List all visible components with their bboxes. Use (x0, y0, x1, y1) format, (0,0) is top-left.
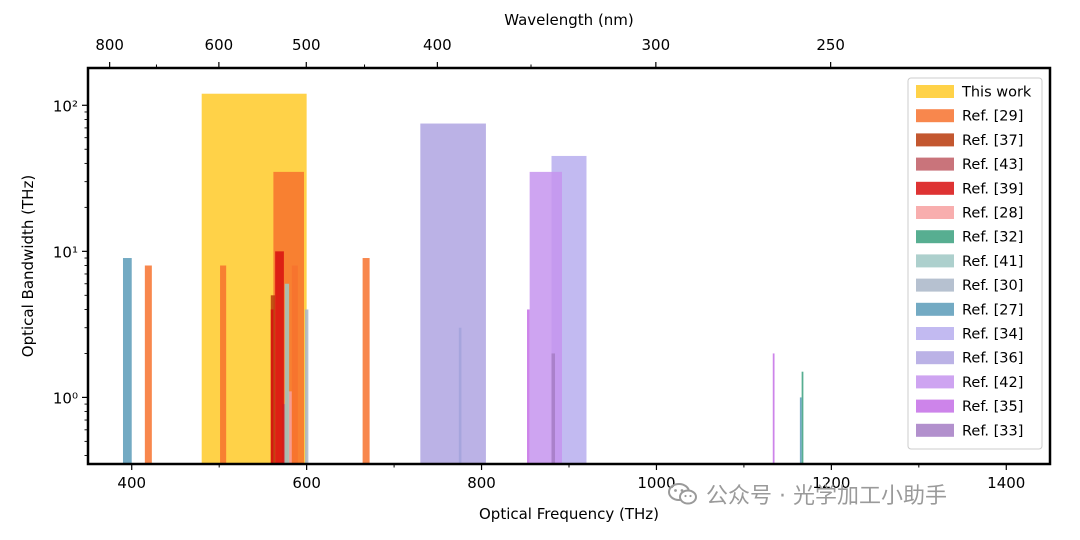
top-tick-label: 300 (642, 36, 671, 54)
bar-ref-29-0 (144, 265, 152, 464)
legend-label: This work (961, 85, 1032, 101)
bar-ref-39-1 (270, 309, 274, 464)
bar-ref-29-1 (220, 265, 227, 464)
legend-label: Ref. [36] (962, 351, 1023, 367)
bar-ref-33-0 (551, 353, 556, 464)
legend-label: Ref. [35] (962, 399, 1023, 415)
legend-swatch (916, 302, 954, 316)
legend-swatch (916, 278, 954, 292)
x-axis-label: Optical Frequency (THz) (479, 505, 659, 523)
legend-label: Ref. [33] (962, 423, 1023, 439)
legend-swatch (916, 351, 954, 365)
y-tick-label: 10² (53, 97, 78, 115)
watermark: 公众号 · 光学加工小助手 (668, 478, 947, 510)
top-tick-label: 800 (95, 36, 124, 54)
legend-label: Ref. [37] (962, 133, 1023, 149)
y-tick-label: 10¹ (53, 243, 78, 261)
legend-label: Ref. [27] (962, 302, 1023, 318)
bar-ref-41-0 (284, 283, 290, 464)
legend-swatch (916, 109, 954, 123)
bar-ref-27-2 (799, 397, 802, 464)
legend-swatch (916, 133, 954, 147)
bar-ref-35-1 (772, 353, 775, 464)
legend-swatch (916, 327, 954, 340)
bar-ref-29-4 (362, 258, 370, 464)
x-tick-label: 1200 (812, 474, 850, 492)
legend-swatch (916, 423, 954, 437)
legend-label: Ref. [42] (962, 375, 1023, 391)
bar-ref-32-0 (801, 371, 804, 464)
legend-label: Ref. [30] (962, 278, 1023, 294)
legend-label: Ref. [39] (962, 181, 1023, 197)
legend-swatch (916, 206, 954, 219)
top-axis-label: Wavelength (nm) (504, 11, 634, 29)
legend-label: Ref. [34] (962, 327, 1023, 343)
bar-ref-36-0 (420, 123, 486, 464)
watermark-text: 公众号 · 光学加工小助手 (706, 484, 947, 509)
x-tick-label: 400 (117, 474, 146, 492)
y-tick-label: 10⁰ (53, 389, 78, 407)
x-tick-label: 1000 (637, 474, 675, 492)
wechat-icon (668, 483, 697, 505)
top-tick-label: 500 (292, 36, 321, 54)
bar-ref-29-3 (291, 265, 298, 464)
bar-ref-28-0 (288, 391, 292, 464)
legend-label: Ref. [28] (962, 206, 1023, 222)
bar-ref-30-0 (304, 309, 309, 464)
legend-label: Ref. [41] (962, 254, 1023, 270)
x-tick-label: 1400 (987, 474, 1025, 492)
legend-swatch (916, 375, 954, 389)
x-tick-label: 800 (467, 474, 496, 492)
bar-ref-35-0 (527, 309, 530, 464)
legend-swatch (916, 254, 954, 268)
y-axis-label: Optical Bandwidth (THz) (19, 175, 37, 357)
top-tick-label: 600 (205, 36, 234, 54)
legend-label: Ref. [43] (962, 157, 1023, 173)
legend-swatch (916, 85, 954, 98)
legend-swatch (916, 181, 954, 195)
legend-swatch (916, 157, 954, 171)
legend-label: Ref. [32] (962, 230, 1023, 246)
bar-ref-39-0 (275, 251, 284, 464)
legend-swatch (916, 230, 954, 244)
top-tick-label: 250 (816, 36, 845, 54)
legend-swatch (916, 399, 954, 413)
bar-ref-27-0 (122, 258, 132, 464)
bar-ref-42-0 (529, 171, 563, 464)
legend-label: Ref. [29] (962, 109, 1023, 125)
top-tick-label: 400 (423, 36, 452, 54)
x-tick-label: 600 (292, 474, 321, 492)
